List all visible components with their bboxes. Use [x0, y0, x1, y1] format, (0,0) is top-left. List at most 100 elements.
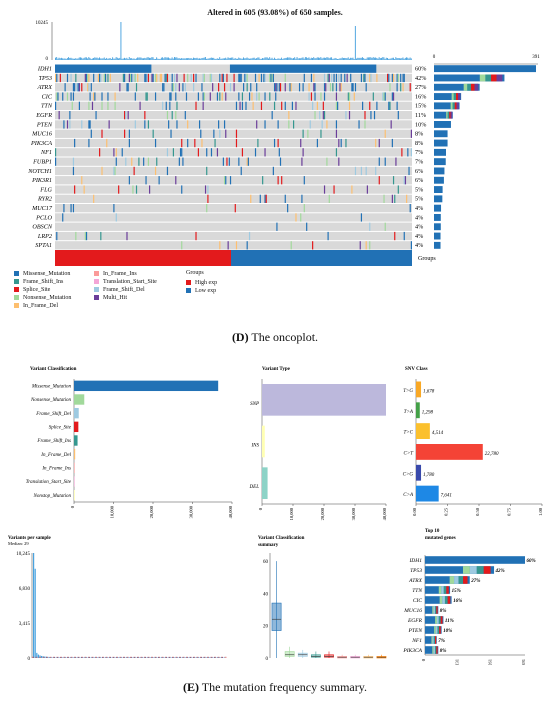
- sample-bar: [202, 657, 204, 658]
- matrix-cell: [335, 73, 338, 83]
- legend-swatch: [94, 287, 99, 293]
- top-bar: [363, 57, 365, 60]
- matrix-cell: [241, 148, 244, 157]
- gene-percent: 4%: [415, 205, 423, 212]
- top-bar: [190, 58, 192, 60]
- top-bar: [303, 58, 305, 60]
- matrix-row-bg: [55, 138, 412, 148]
- top-bar: [277, 58, 279, 60]
- sample-bar: [205, 657, 207, 658]
- matrix-cell: [126, 231, 128, 241]
- matrix-cell: [183, 73, 185, 83]
- matrix-cell: [376, 101, 378, 110]
- category-label: SNP: [250, 402, 259, 407]
- matrix-cell: [322, 101, 324, 110]
- sample-bar: [138, 657, 140, 658]
- matrix-cell: [226, 73, 228, 83]
- matrix-cell: [281, 176, 283, 185]
- top-bar: [137, 57, 139, 60]
- sample-bar: [170, 657, 172, 658]
- top-bar: [170, 58, 172, 60]
- matrix-cell: [62, 213, 64, 222]
- matrix-cell: [193, 83, 195, 92]
- matrix-cell: [165, 73, 167, 83]
- y-tick-label: 0: [266, 657, 269, 662]
- tick-label: 10,000: [110, 505, 116, 518]
- top-bar: [209, 57, 211, 60]
- matrix-cell: [162, 83, 164, 92]
- top-bar: [371, 58, 373, 60]
- top-bar: [410, 58, 412, 60]
- matrix-cell: [181, 138, 183, 148]
- matrix-cell: [149, 185, 151, 194]
- sample-bar: [157, 657, 159, 658]
- top-bar: [115, 57, 117, 60]
- top-bar: [157, 58, 159, 60]
- top-bar: [120, 22, 122, 60]
- legend-swatch: [14, 303, 19, 309]
- matrix-cell: [206, 166, 208, 176]
- top-bar: [222, 58, 224, 60]
- gene-percent: 27%: [415, 84, 426, 91]
- category-label: DEL: [249, 485, 260, 490]
- matrix-cell: [72, 83, 75, 92]
- top-bar: [160, 57, 162, 60]
- matrix-cell: [323, 83, 326, 92]
- top-bar: [325, 57, 327, 60]
- sample-bar: [37, 654, 39, 658]
- top-bar: [231, 57, 233, 60]
- sample-bar: [173, 657, 175, 658]
- sample-bar: [188, 657, 190, 658]
- sample-bar: [181, 657, 183, 658]
- top-bar: [102, 58, 104, 60]
- sample-bar: [167, 657, 169, 658]
- top-bar: [189, 58, 191, 60]
- matrix-cell: [133, 73, 135, 83]
- tick-label: 0.75: [507, 507, 512, 516]
- sample-bar: [71, 657, 73, 658]
- sample-bar: [177, 657, 179, 658]
- matrix-cell: [327, 73, 329, 83]
- right-bar-segment: [451, 93, 454, 100]
- matrix-cell: [64, 83, 66, 92]
- top-bar: [260, 58, 262, 60]
- bar-segment: [449, 576, 455, 584]
- matrix-cell: [235, 101, 238, 110]
- matrix-cell: [55, 157, 57, 166]
- legend-item: Nonsense_Mutation: [14, 294, 71, 302]
- top-bar: [100, 58, 102, 60]
- top-bar: [235, 58, 237, 60]
- matrix-cell: [175, 83, 177, 92]
- top-bar: [317, 57, 319, 60]
- matrix-cell: [135, 83, 138, 92]
- gene-label: NOTCH1: [27, 168, 52, 175]
- matrix-cell: [119, 83, 121, 92]
- top-bar: [346, 58, 348, 60]
- matrix-cell: [360, 213, 363, 222]
- matrix-cell: [221, 73, 223, 83]
- y-tick-label: 6,830: [19, 587, 31, 592]
- top-bar: [63, 58, 65, 60]
- top-bar: [103, 57, 105, 60]
- top-bar: [244, 58, 246, 60]
- tick-label: 20,000: [149, 505, 155, 518]
- matrix-cell: [363, 73, 365, 83]
- top-bar: [359, 57, 361, 60]
- top-bar: [304, 57, 306, 60]
- tick-label: 0.50: [475, 507, 480, 516]
- top-bar: [338, 58, 340, 60]
- matrix-cell: [193, 73, 195, 83]
- top-bar: [150, 57, 152, 60]
- matrix-cell: [218, 83, 220, 92]
- top-bar: [143, 58, 145, 60]
- top-bar: [239, 58, 241, 60]
- matrix-cell: [162, 101, 164, 110]
- caption-e: (E) The mutation frequency summary.: [0, 680, 550, 695]
- sample-bar: [218, 657, 220, 658]
- sample-bar: [135, 657, 137, 658]
- gene-label: MUC16: [31, 131, 53, 138]
- matrix-cell: [145, 176, 147, 185]
- tick-label: 30,000: [351, 507, 357, 520]
- caption-d-letter: (D): [231, 330, 249, 344]
- top-bar: [194, 57, 196, 60]
